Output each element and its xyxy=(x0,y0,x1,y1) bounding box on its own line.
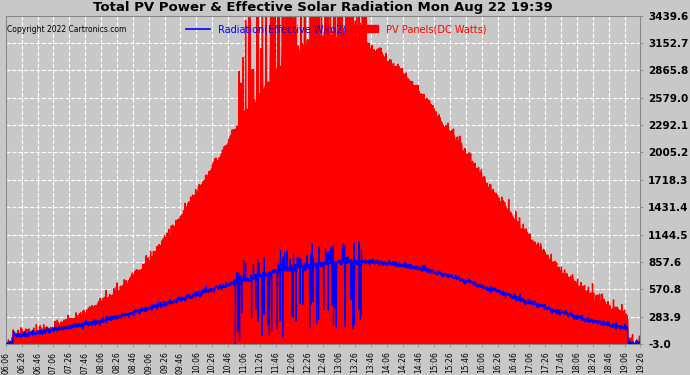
Text: Copyright 2022 Cartronics.com: Copyright 2022 Cartronics.com xyxy=(6,26,126,34)
Legend: Radiation(Effective W/m2), PV Panels(DC Watts): Radiation(Effective W/m2), PV Panels(DC … xyxy=(181,20,490,38)
Title: Total PV Power & Effective Solar Radiation Mon Aug 22 19:39: Total PV Power & Effective Solar Radiati… xyxy=(93,2,553,14)
